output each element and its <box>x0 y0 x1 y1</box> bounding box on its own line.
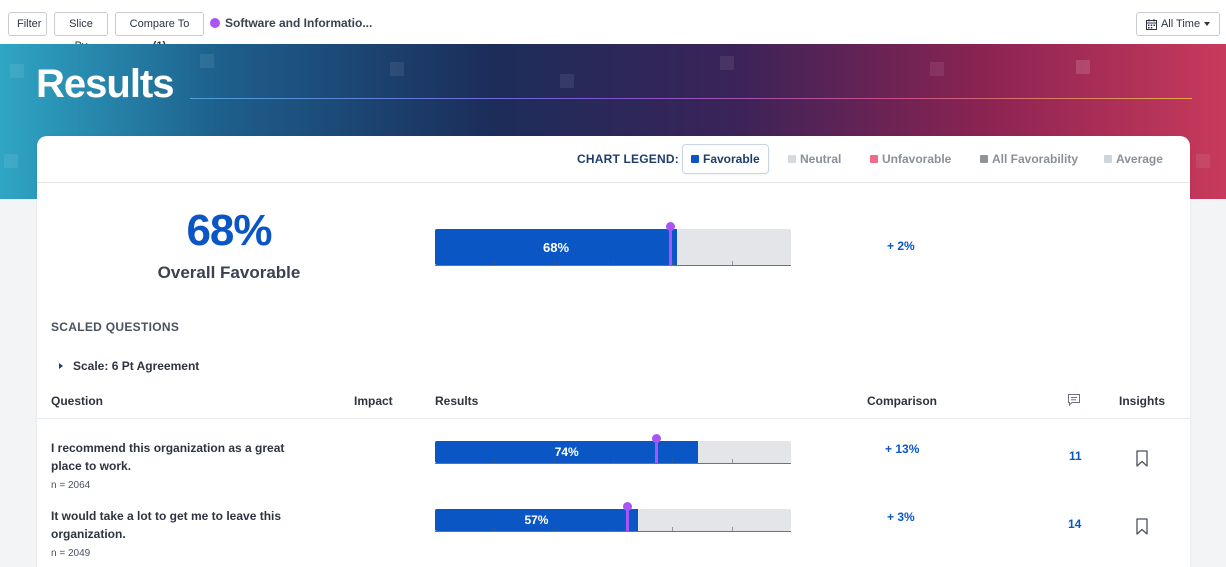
legend-item-unfavorable[interactable]: Unfavorable <box>870 152 951 166</box>
bar-tick <box>672 527 674 531</box>
bar-tick <box>613 527 614 531</box>
legend-swatch <box>980 155 988 163</box>
overall-favorable-value: 68% <box>186 206 272 255</box>
favorable-fill: 74% <box>435 441 699 463</box>
bar-tick <box>494 527 496 531</box>
bookmark-icon[interactable] <box>1136 450 1148 467</box>
comment-icon <box>1068 394 1080 407</box>
question-text: It would take a lot to get me to leave t… <box>51 509 282 541</box>
legend-swatch <box>788 155 796 163</box>
favorable-fill-label: 74% <box>554 445 579 459</box>
overall-comparison-delta: + 2% <box>887 239 915 253</box>
favorable-fill: 57% <box>435 509 638 531</box>
banner-tile <box>10 64 24 78</box>
legend-swatch <box>1104 155 1112 163</box>
chart-legend: CHART LEGEND: Favorable Neutral Unfavora… <box>37 144 1190 176</box>
question-text: I recommend this organization as a great… <box>51 441 285 473</box>
page-title: Results <box>36 62 174 106</box>
column-header-impact[interactable]: Impact <box>354 394 393 408</box>
banner-tile <box>4 154 18 168</box>
legend-item-all-favorability[interactable]: All Favorability <box>980 152 1078 166</box>
bar-baseline <box>435 531 791 532</box>
legend-swatch <box>691 155 699 163</box>
chevron-down-icon <box>1204 22 1211 26</box>
bookmark-icon[interactable] <box>1136 518 1148 535</box>
legend-divider <box>37 182 1190 183</box>
legend-swatch <box>870 155 878 163</box>
legend-item-label: Neutral <box>800 152 842 166</box>
comparison-marker <box>665 222 675 265</box>
title-underline <box>190 98 1192 99</box>
comparison-delta: + 3% <box>887 510 915 524</box>
overall-favorable-label: Overall Favorable <box>157 263 301 282</box>
slice-by-button[interactable]: Slice By <box>54 12 108 52</box>
legend-item-label: Average <box>1116 152 1163 166</box>
comparison-delta: + 13% <box>885 442 920 456</box>
legend-item-label: Favorable <box>703 152 760 166</box>
segment-color-dot <box>210 18 220 28</box>
bar-tick <box>731 261 733 265</box>
compare-to-label: Compare To <box>129 18 190 30</box>
favorable-fill-label: 68% <box>543 239 570 255</box>
comment-count-link[interactable]: 11 <box>1069 449 1082 463</box>
bar-baseline <box>435 265 791 266</box>
bar-tick <box>494 261 496 265</box>
legend-item-label: All Favorability <box>992 152 1079 166</box>
question-result-bar[interactable]: 74% <box>435 434 791 464</box>
legend-item-favorable[interactable]: Favorable <box>682 144 769 174</box>
response-count: n = 2064 <box>51 480 91 491</box>
bar-tick <box>553 459 555 463</box>
comparison-marker <box>651 434 661 463</box>
time-range-label: All Time <box>1160 18 1201 30</box>
compare-to-button[interactable]: Compare To (1) <box>115 12 204 52</box>
banner-tile <box>930 62 944 76</box>
header-divider <box>37 418 1190 419</box>
comparison-marker <box>623 502 633 531</box>
bar-tick <box>494 459 496 463</box>
top-toolbar: Filter Slice By Compare To (1) Software … <box>0 0 1226 52</box>
banner-tile <box>1076 60 1090 74</box>
caret-right-icon <box>59 363 63 369</box>
bar-tick <box>672 459 674 463</box>
banner-tile <box>1196 154 1210 168</box>
banner-tile <box>720 56 734 70</box>
bar-tick <box>613 459 614 463</box>
results-card: CHART LEGEND: Favorable Neutral Unfavora… <box>37 136 1190 567</box>
favorable-fill: 68% <box>435 229 678 265</box>
legend-item-label: Unfavorable <box>882 152 952 166</box>
scale-group-toggle[interactable]: Scale: 6 Pt Agreement <box>59 359 199 373</box>
time-range-dropdown[interactable]: All Time <box>1136 12 1220 36</box>
legend-item-average[interactable]: Average <box>1104 152 1163 166</box>
column-header-question[interactable]: Question <box>51 394 104 408</box>
bar-baseline <box>435 463 791 464</box>
bar-tick <box>553 527 555 531</box>
bar-tick <box>731 527 733 531</box>
bar-tick <box>613 261 614 265</box>
bar-tick <box>731 459 733 463</box>
favorable-fill-label: 57% <box>524 513 549 527</box>
bar-tick <box>553 261 555 265</box>
scale-group-label: Scale: 6 Pt Agreement <box>73 359 200 373</box>
overall-result-bar[interactable]: 68% <box>435 222 791 266</box>
column-header-results[interactable]: Results <box>435 394 479 408</box>
column-header-comparison[interactable]: Comparison <box>867 394 938 408</box>
response-count: n = 2049 <box>51 548 91 559</box>
legend-item-neutral[interactable]: Neutral <box>788 152 841 166</box>
bar-tick <box>672 261 674 265</box>
calendar-icon <box>1145 18 1157 30</box>
question-result-bar[interactable]: 57% <box>435 502 791 532</box>
comment-count-link[interactable]: 14 <box>1068 517 1082 531</box>
section-title: SCALED QUESTIONS <box>51 320 180 334</box>
segment-chip[interactable]: Software and Informatio... <box>210 16 372 30</box>
banner-tile <box>200 54 214 68</box>
banner-tile <box>390 62 404 76</box>
chart-legend-label: CHART LEGEND: <box>577 152 679 166</box>
filter-button[interactable]: Filter <box>8 12 47 36</box>
column-header-insights[interactable]: Insights <box>1119 394 1166 408</box>
banner-tile <box>560 74 574 88</box>
segment-name: Software and Informatio... <box>225 16 373 30</box>
